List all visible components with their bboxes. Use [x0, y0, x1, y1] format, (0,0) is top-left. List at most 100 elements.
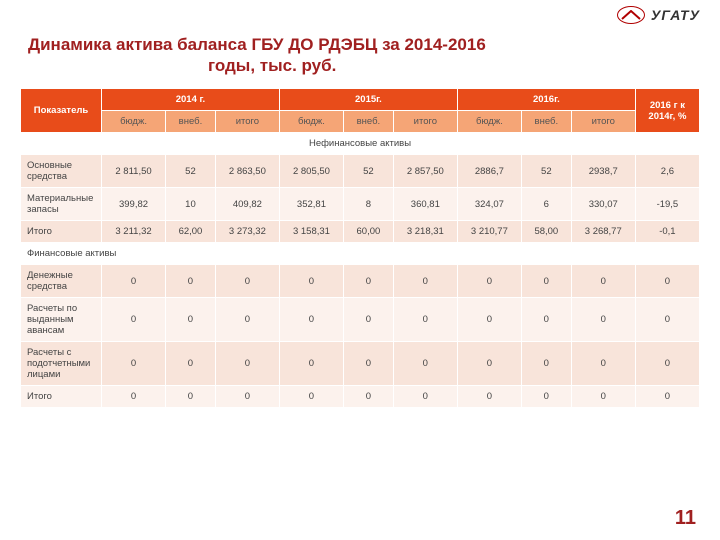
sub-c6: бюдж.: [457, 111, 521, 133]
sub-c1: внеб.: [166, 111, 216, 133]
cell: 3 158,31: [279, 221, 343, 243]
cell: 0: [166, 298, 216, 342]
cell: 0: [521, 265, 571, 298]
table-row: Расчеты по выданным авансам0000000000: [21, 298, 700, 342]
col-ratio: 2016 г к 2014г, %: [635, 89, 699, 133]
table-row: Итого3 211,3262,003 273,323 158,3160,003…: [21, 221, 700, 243]
logo-mark-icon: [617, 6, 645, 24]
cell: -0,1: [635, 221, 699, 243]
table-body: Нефинансовые активыОсновные средства2 81…: [21, 133, 700, 408]
row-label: Итого: [21, 386, 102, 408]
sub-c5: итого: [393, 111, 457, 133]
cell: 2938,7: [571, 155, 635, 188]
sub-c7: внеб.: [521, 111, 571, 133]
cell: 352,81: [279, 188, 343, 221]
cell: 399,82: [101, 188, 165, 221]
row-label: Материальные запасы: [21, 188, 102, 221]
cell: 52: [343, 155, 393, 188]
cell: 0: [393, 265, 457, 298]
col-2015: 2015г.: [279, 89, 457, 111]
sub-c8: итого: [571, 111, 635, 133]
cell: 2 811,50: [101, 155, 165, 188]
cell: 0: [571, 298, 635, 342]
cell: 0: [393, 298, 457, 342]
cell: 0: [215, 265, 279, 298]
cell: 0: [101, 298, 165, 342]
table-row: Основные средства2 811,50522 863,502 805…: [21, 155, 700, 188]
cell: 3 268,77: [571, 221, 635, 243]
sub-c3: бюдж.: [279, 111, 343, 133]
cell: 0: [635, 298, 699, 342]
cell: 0: [393, 386, 457, 408]
cell: 62,00: [166, 221, 216, 243]
cell: 0: [343, 386, 393, 408]
col-2016: 2016г.: [457, 89, 635, 111]
col-indicator: Показатель: [21, 89, 102, 133]
cell: 52: [166, 155, 216, 188]
cell: 0: [279, 298, 343, 342]
balance-table-wrap: Показатель 2014 г. 2015г. 2016г. 2016 г …: [20, 88, 700, 408]
cell: 409,82: [215, 188, 279, 221]
header-row-1: Показатель 2014 г. 2015г. 2016г. 2016 г …: [21, 89, 700, 111]
cell: -19,5: [635, 188, 699, 221]
brand-text: УГАТУ: [651, 7, 700, 23]
cell: 0: [571, 265, 635, 298]
cell: 3 210,77: [457, 221, 521, 243]
title-line1: Динамика актива баланса ГБУ ДО РДЭБЦ за …: [28, 34, 580, 55]
cell: 360,81: [393, 188, 457, 221]
balance-table: Показатель 2014 г. 2015г. 2016г. 2016 г …: [20, 88, 700, 408]
page-number: 11: [675, 507, 696, 530]
section-row: Финансовые активы: [21, 243, 700, 265]
cell: 0: [393, 342, 457, 386]
cell: 0: [571, 386, 635, 408]
cell: 0: [457, 342, 521, 386]
sub-c0: бюдж.: [101, 111, 165, 133]
cell: 0: [635, 342, 699, 386]
cell: 330,07: [571, 188, 635, 221]
cell: 0: [215, 298, 279, 342]
cell: 2 863,50: [215, 155, 279, 188]
cell: 2 805,50: [279, 155, 343, 188]
cell: 0: [279, 342, 343, 386]
cell: 8: [343, 188, 393, 221]
cell: 0: [343, 265, 393, 298]
section-label: Финансовые активы: [21, 243, 700, 265]
cell: 2 857,50: [393, 155, 457, 188]
sub-c2: итого: [215, 111, 279, 133]
cell: 0: [215, 386, 279, 408]
table-row: Денежные средства0000000000: [21, 265, 700, 298]
table-row: Материальные запасы399,8210409,82352,818…: [21, 188, 700, 221]
sub-c4: внеб.: [343, 111, 393, 133]
header-row-2: бюдж. внеб. итого бюдж. внеб. итого бюдж…: [21, 111, 700, 133]
cell: 0: [166, 265, 216, 298]
cell: 0: [343, 342, 393, 386]
row-label: Расчеты по выданным авансам: [21, 298, 102, 342]
cell: 0: [166, 386, 216, 408]
cell: 0: [635, 386, 699, 408]
cell: 0: [635, 265, 699, 298]
cell: 3 218,31: [393, 221, 457, 243]
cell: 0: [279, 386, 343, 408]
cell: 3 211,32: [101, 221, 165, 243]
cell: 58,00: [521, 221, 571, 243]
cell: 0: [166, 342, 216, 386]
cell: 0: [279, 265, 343, 298]
row-label: Основные средства: [21, 155, 102, 188]
row-label: Денежные средства: [21, 265, 102, 298]
cell: 60,00: [343, 221, 393, 243]
cell: 10: [166, 188, 216, 221]
cell: 324,07: [457, 188, 521, 221]
row-label: Итого: [21, 221, 102, 243]
title-line2: годы, тыс. руб.: [28, 55, 580, 76]
cell: 0: [457, 298, 521, 342]
cell: 2,6: [635, 155, 699, 188]
brand-logo: УГАТУ: [617, 6, 700, 24]
cell: 52: [521, 155, 571, 188]
cell: 0: [521, 298, 571, 342]
col-2014: 2014 г.: [101, 89, 279, 111]
table-row: Расчеты с подотчетными лицами0000000000: [21, 342, 700, 386]
table-row: Итого0000000000: [21, 386, 700, 408]
cell: 6: [521, 188, 571, 221]
cell: 2886,7: [457, 155, 521, 188]
cell: 0: [101, 265, 165, 298]
